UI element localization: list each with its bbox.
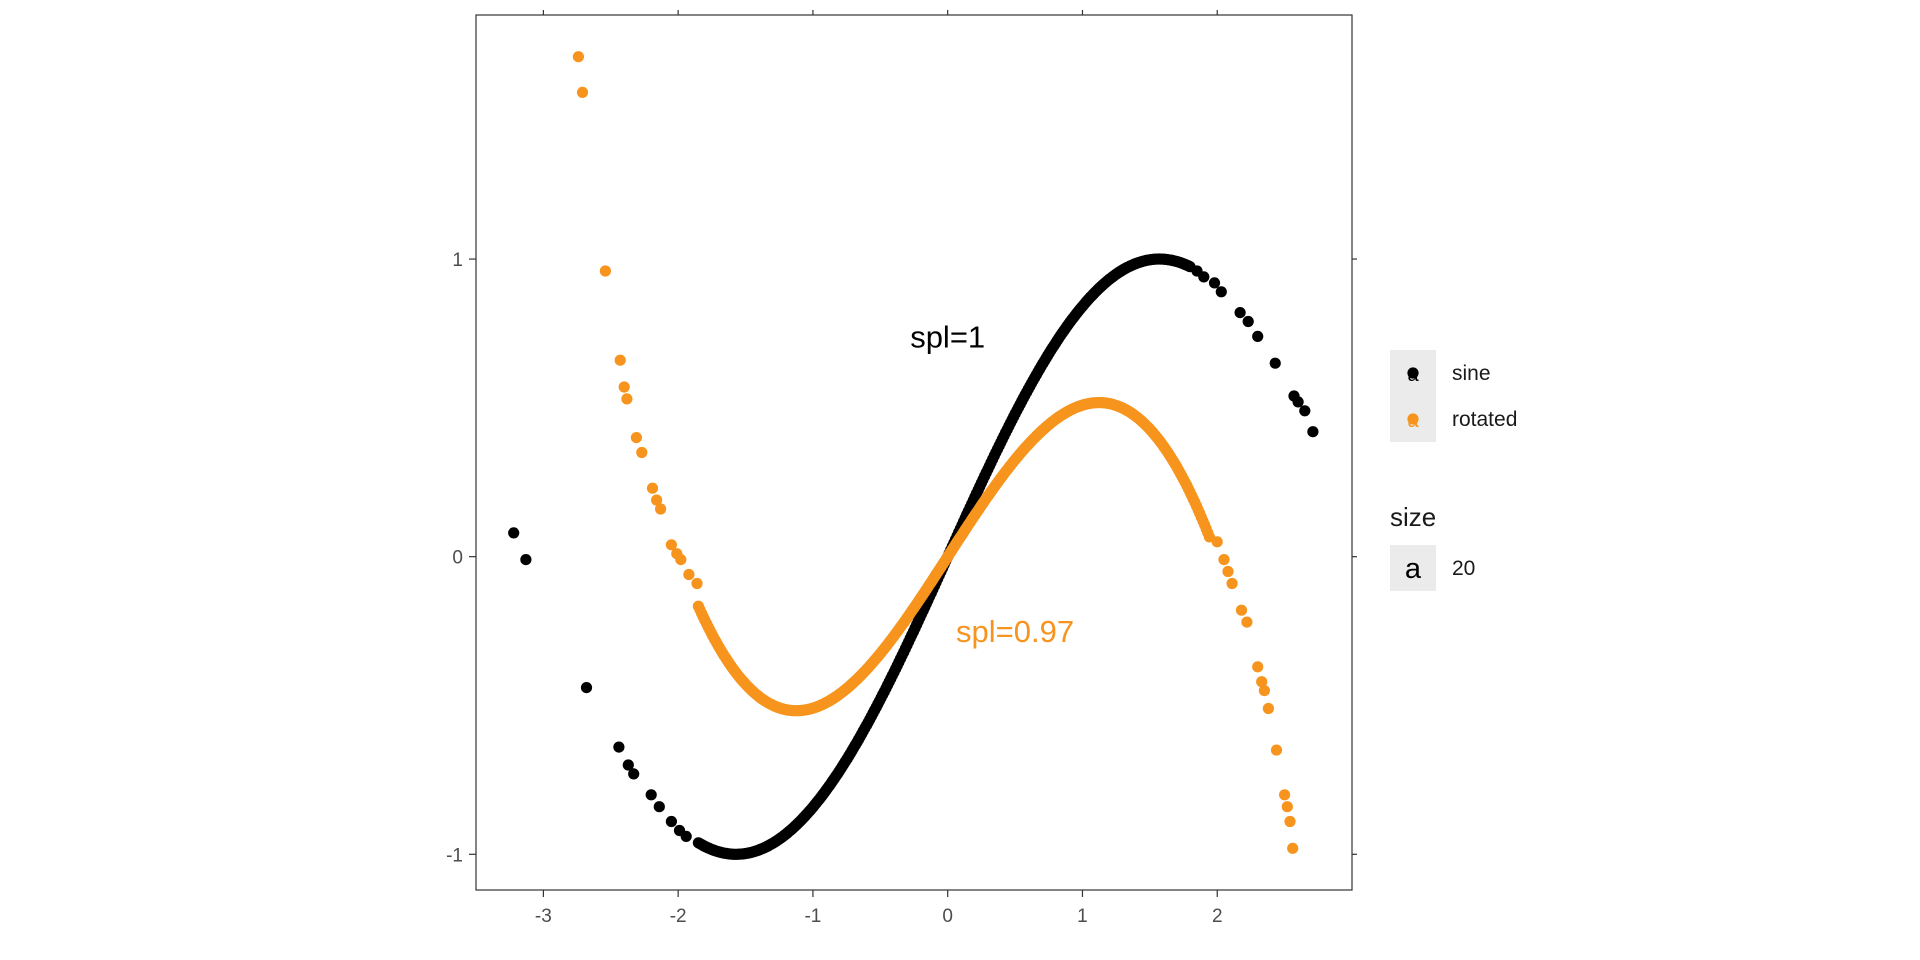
point-rotated xyxy=(636,446,648,459)
legend-size-label: 20 xyxy=(1452,557,1475,580)
point-rotated xyxy=(1218,554,1230,566)
point-rotated xyxy=(683,568,695,581)
point-rotated xyxy=(1281,801,1293,813)
x-axis: -3 -2 -1 0 1 2 xyxy=(535,10,1223,927)
point-rotated xyxy=(675,554,687,566)
point-rotated xyxy=(651,494,663,506)
point-rotated xyxy=(1284,815,1296,828)
point-rotated xyxy=(1279,789,1291,801)
point-sine xyxy=(680,830,692,843)
annotations: spl=1 spl=0.97 xyxy=(910,319,1074,649)
point-sine xyxy=(508,527,520,539)
point-sine xyxy=(645,789,657,801)
point-sine xyxy=(1208,277,1221,289)
point-rotated xyxy=(576,86,589,98)
annotation-label: spl=0.97 xyxy=(956,614,1074,649)
annotation-label: spl=1 xyxy=(910,319,985,354)
legend-key-point xyxy=(1407,413,1419,425)
point-rotated xyxy=(1235,604,1248,616)
point-sine xyxy=(653,801,665,813)
point-rotated xyxy=(646,482,659,494)
point-rotated xyxy=(614,354,626,366)
point-rotated xyxy=(621,393,633,405)
point-sine xyxy=(1215,286,1227,298)
point-rotated xyxy=(618,381,630,393)
point-sine xyxy=(1252,330,1264,342)
y-tick-label: 1 xyxy=(452,250,463,271)
point-sine xyxy=(1307,426,1319,438)
legend-size-key-background xyxy=(1390,545,1436,591)
legend-key-point xyxy=(1407,367,1419,379)
y-axis: -1 0 1 xyxy=(446,250,1357,866)
point-rotated xyxy=(1258,685,1270,697)
legend-size-title: size xyxy=(1390,502,1436,532)
point-rotated xyxy=(630,432,643,444)
point-sine xyxy=(520,554,532,566)
point-rotated xyxy=(1262,702,1274,715)
point-sine xyxy=(1198,271,1210,283)
x-tick-label: -2 xyxy=(670,906,687,927)
legend-size-key-glyph: a xyxy=(1405,553,1422,585)
point-sine xyxy=(1269,357,1281,369)
x-tick-label: -1 xyxy=(804,906,821,927)
point-sine xyxy=(665,815,678,828)
point-rotated xyxy=(1270,744,1283,756)
point-sine xyxy=(622,759,634,771)
point-sine xyxy=(1242,315,1254,328)
point-rotated xyxy=(1222,565,1234,578)
y-tick-label: -1 xyxy=(446,845,463,866)
legend-label: rotated xyxy=(1452,408,1517,431)
point-sine xyxy=(628,768,640,780)
point-sine xyxy=(580,682,593,694)
point-rotated xyxy=(1241,616,1253,628)
y-tick-label: 0 xyxy=(452,548,463,569)
point-rotated xyxy=(599,265,612,277)
point-rotated xyxy=(572,51,585,63)
x-tick-label: -3 xyxy=(535,906,552,927)
legend-label: sine xyxy=(1452,362,1491,385)
legend: asinearotatedsizea20 xyxy=(1390,350,1517,591)
x-tick-label: 1 xyxy=(1077,906,1088,927)
point-rotated xyxy=(1226,577,1238,590)
point-rotated xyxy=(691,577,703,590)
point-rotated xyxy=(665,539,678,551)
data-points xyxy=(508,51,1319,860)
point-rotated xyxy=(1256,676,1268,688)
point-rotated xyxy=(655,503,667,515)
point-sine xyxy=(1292,396,1304,408)
panel-background xyxy=(475,14,1353,891)
point-rotated xyxy=(1211,536,1223,548)
x-tick-label: 2 xyxy=(1212,906,1223,927)
point-sine xyxy=(613,741,625,753)
point-sine xyxy=(1234,307,1246,319)
x-tick-label: 0 xyxy=(942,906,953,927)
point-rotated xyxy=(1287,842,1299,854)
point-sine xyxy=(1299,405,1311,417)
point-rotated xyxy=(1252,661,1264,673)
